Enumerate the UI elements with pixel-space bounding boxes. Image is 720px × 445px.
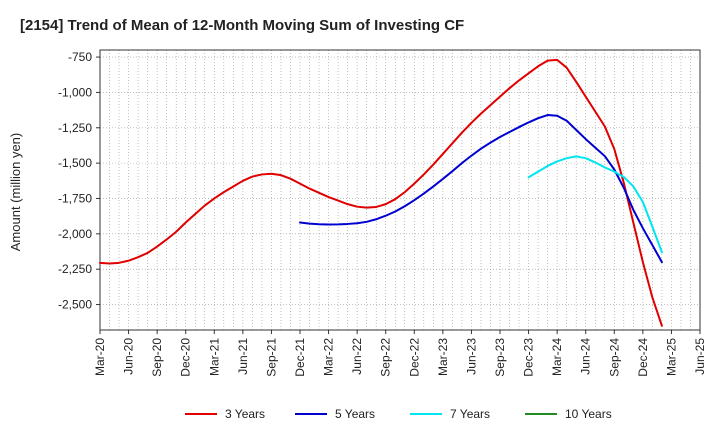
y-tick-label: -1,500	[58, 156, 92, 170]
x-tick-label: Jun-21	[236, 338, 250, 375]
x-tick-label: Jun-22	[350, 338, 364, 375]
x-tick-label: Mar-23	[436, 338, 450, 376]
y-tick-label: -1,250	[58, 121, 92, 135]
y-tick-label: -1,750	[58, 191, 92, 205]
y-tick-label: -1,000	[58, 85, 92, 99]
y-axis-label: Amount (million yen)	[8, 133, 23, 252]
x-tick-label: Mar-25	[664, 338, 678, 376]
x-tick-label: Sep-20	[150, 338, 164, 377]
plot-frame	[99, 49, 701, 331]
series-line-7-years	[527, 155, 663, 254]
series-line-5-years	[299, 114, 663, 264]
x-tick-label: Sep-21	[264, 338, 278, 377]
legend: 3 Years 5 Years 7 Years 10 Years	[185, 407, 612, 421]
x-tick-label: Mar-24	[550, 338, 564, 376]
x-tick-label: Mar-22	[322, 338, 336, 376]
x-tick-label: Sep-22	[379, 338, 393, 377]
y-tick-label: -2,000	[58, 227, 92, 241]
y-tick-label: -2,500	[58, 298, 92, 312]
axes: -750 -1,000 -1,250 -1,500 -1,750 -2,000 -2,250…	[58, 49, 707, 377]
x-tick-label: Jun-24	[579, 338, 593, 375]
x-tick-label: Dec-20	[179, 338, 193, 377]
x-tick-label: Sep-24	[607, 338, 621, 377]
grid	[99, 50, 701, 330]
series-layer	[99, 58, 663, 327]
chart-title: [2154] Trend of Mean of 12-Month Moving …	[20, 17, 464, 34]
series-line-3-years	[99, 58, 663, 327]
x-tick-label: Dec-21	[293, 338, 307, 377]
legend-label-5-years: 5 Years	[335, 407, 375, 421]
x-tick-label: Dec-22	[407, 338, 421, 377]
x-tick-label: Dec-23	[522, 338, 536, 377]
y-tick-label: -750	[68, 50, 92, 64]
x-tick-label: Jun-23	[464, 338, 478, 375]
x-tick-label: Jun-20	[122, 338, 136, 375]
x-tick-label: Jun-25	[693, 338, 707, 375]
x-tick-label: Mar-21	[207, 338, 221, 376]
x-tick-label: Sep-23	[493, 338, 507, 377]
legend-label-7-years: 7 Years	[450, 407, 490, 421]
legend-label-3-years: 3 Years	[225, 407, 265, 421]
y-tick-label: -2,250	[58, 262, 92, 276]
x-tick-label: Mar-20	[93, 338, 107, 376]
x-tick-label: Dec-24	[636, 338, 650, 377]
legend-label-10-years: 10 Years	[565, 407, 612, 421]
